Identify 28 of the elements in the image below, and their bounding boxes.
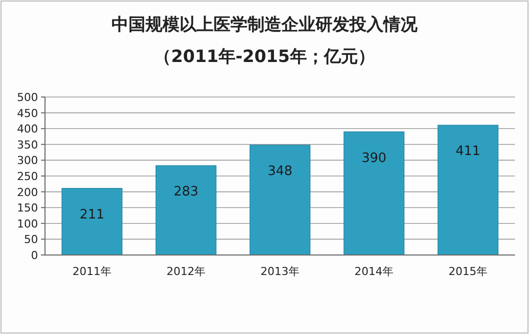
data-label: 348 [268, 164, 292, 180]
y-tick-label: 100 [17, 217, 38, 230]
x-tick-label: 2015年 [448, 265, 488, 278]
x-tick-label: 2011年 [72, 265, 112, 278]
y-tick-label: 400 [17, 122, 38, 136]
data-label: 283 [174, 184, 198, 200]
bar [438, 124, 498, 256]
x-tick-label: 2014年 [354, 265, 394, 278]
bar [250, 144, 310, 256]
data-label: 390 [362, 150, 386, 166]
y-tick-label: 0 [31, 249, 38, 262]
data-label: 211 [80, 207, 104, 222]
y-tick-label: 300 [17, 154, 38, 168]
y-tick-label: 250 [17, 170, 38, 183]
y-tick-label: 350 [17, 138, 38, 152]
y-tick-label: 450 [17, 106, 38, 120]
x-tick-label: 2012年 [166, 265, 206, 278]
y-tick-label: 150 [17, 202, 38, 215]
y-tick-label: 500 [17, 91, 38, 104]
x-tick-label: 2013年 [260, 265, 300, 278]
y-tick-label: 200 [17, 186, 38, 199]
bar [344, 131, 404, 256]
bar [156, 165, 216, 256]
y-tick-label: 50 [24, 233, 38, 246]
bar [62, 188, 122, 256]
chart-title: 中国规模以上医学制造企业研发投入情况 [112, 15, 418, 35]
chart-subtitle: （2011年-2015年；亿元） [154, 47, 375, 67]
data-label: 411 [456, 144, 480, 160]
